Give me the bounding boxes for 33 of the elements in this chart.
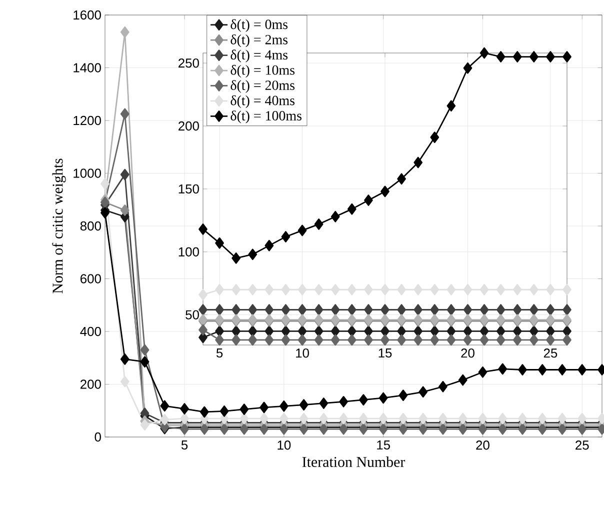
legend-label: δ(t) = 20ms bbox=[230, 80, 295, 93]
y-tick-label: 1600 bbox=[74, 10, 101, 20]
y-tick-label: 1000 bbox=[74, 168, 101, 178]
x-tick-label: 15 bbox=[377, 440, 390, 450]
legend-label: δ(t) = 2ms bbox=[230, 34, 288, 48]
y-tick-label: 400 bbox=[80, 326, 101, 336]
legend-label: δ(t) = 40ms bbox=[230, 95, 295, 108]
x-tick-label: 5 bbox=[181, 440, 188, 450]
y-tick-label: 600 bbox=[80, 274, 101, 284]
x-tick-label: 20 bbox=[461, 348, 474, 358]
legend-label: δ(t) = 4ms bbox=[230, 50, 288, 62]
y-tick-label: 800 bbox=[80, 221, 101, 231]
x-tick-label: 15 bbox=[378, 348, 392, 358]
y-axis-title: Norm of critic weights bbox=[52, 158, 66, 294]
y-tick-label: 200 bbox=[178, 121, 199, 131]
x-axis-title: Iteration Number bbox=[302, 456, 406, 468]
y-tick-label: 150 bbox=[178, 184, 199, 194]
x-tick-label: 10 bbox=[296, 348, 309, 358]
y-tick-label: 0 bbox=[94, 432, 101, 442]
x-tick-label: 25 bbox=[576, 440, 589, 450]
legend-label: δ(t) = 100ms bbox=[230, 110, 302, 124]
legend-label: δ(t) = 0ms bbox=[230, 19, 288, 32]
y-tick-label: 1400 bbox=[74, 63, 101, 72]
x-tick-label: 25 bbox=[544, 348, 558, 358]
x-tick-label: 10 bbox=[278, 440, 291, 450]
legend-label: δ(t) = 10ms bbox=[230, 64, 295, 78]
y-tick-label: 50 bbox=[186, 310, 199, 320]
x-tick-label: 5 bbox=[216, 348, 223, 358]
x-tick-label: 20 bbox=[476, 440, 490, 450]
y-tick-label: 200 bbox=[80, 380, 101, 389]
y-tick-label: 250 bbox=[178, 58, 199, 68]
y-tick-label: 100 bbox=[178, 247, 199, 256]
y-tick-label: 1200 bbox=[74, 116, 101, 126]
